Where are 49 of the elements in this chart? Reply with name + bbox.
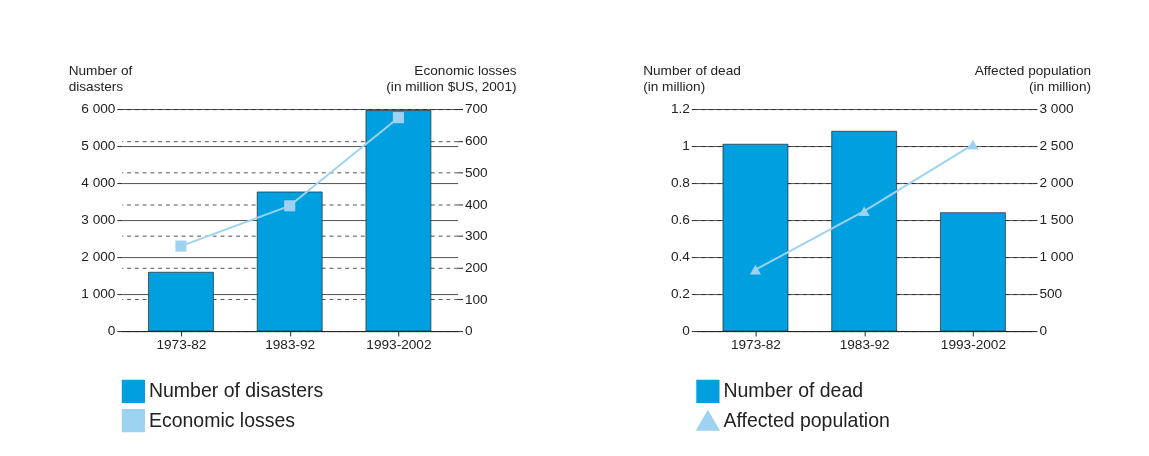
y-tick-label: 2 000	[81, 249, 116, 265]
y2-axis-title: Economic losses (in million $US, 2001)	[386, 63, 517, 95]
y2-tick-label: 2 500	[1039, 138, 1074, 154]
y-tick-label: 0.8	[670, 175, 690, 191]
x-tick-label: 1993-2002	[940, 337, 1006, 353]
y2-tick-label: 700	[464, 101, 489, 117]
point	[284, 200, 296, 212]
legend-label: Economic losses	[148, 408, 296, 431]
x-tick-label: 1973-82	[730, 337, 781, 353]
x-tick-label: 1973-82	[156, 337, 207, 353]
y-tick-label: 1 000	[81, 286, 116, 302]
point	[858, 206, 870, 217]
point	[749, 264, 761, 275]
y2-tick-label: 500	[1039, 286, 1063, 302]
legend-label: Number of dead	[723, 379, 864, 402]
y2-tick-label: 0	[464, 323, 473, 339]
y-tick-label: 0.6	[670, 212, 690, 228]
x-tick-label: 1983-92	[265, 337, 316, 353]
y-tick-label: 1	[682, 138, 690, 154]
y-tick-label: 0	[107, 323, 116, 339]
y-tick-label: 5 000	[81, 138, 116, 154]
legend-label: Affected population	[723, 408, 890, 431]
y2-tick-label: 100	[464, 291, 489, 307]
x-tick-label: 1983-92	[839, 337, 890, 353]
point	[392, 112, 404, 124]
y-tick-label: 0.2	[670, 286, 690, 302]
legend-label: Number of disasters	[148, 379, 324, 402]
y-tick-label: 3 000	[81, 212, 116, 228]
y-axis-title: Number of disasters	[68, 63, 133, 95]
y2-tick-label: 1 500	[1039, 212, 1074, 228]
point	[967, 139, 979, 150]
y2-axis-title: Affected population (in million)	[974, 63, 1092, 95]
y2-tick-label: 600	[464, 133, 489, 149]
y2-tick-label: 300	[464, 228, 489, 244]
y-tick-label: 0	[682, 323, 691, 339]
y2-tick-label: 2 000	[1039, 175, 1074, 191]
y2-tick-label: 400	[464, 196, 489, 212]
y-tick-label: 1.2	[670, 101, 690, 117]
y2-tick-label: 0	[1039, 323, 1048, 339]
y-tick-label: 6 000	[81, 101, 116, 117]
y2-tick-label: 3 000	[1039, 101, 1074, 117]
y-tick-label: 0.4	[670, 249, 691, 265]
y2-tick-label: 1 000	[1039, 249, 1074, 265]
point	[175, 240, 187, 252]
y2-tick-label: 500	[464, 164, 489, 180]
x-tick-label: 1993-2002	[366, 337, 432, 353]
y-tick-label: 4 000	[81, 175, 116, 191]
y-axis-title: Number of dead (in million)	[643, 63, 741, 95]
y2-tick-label: 200	[464, 260, 489, 276]
